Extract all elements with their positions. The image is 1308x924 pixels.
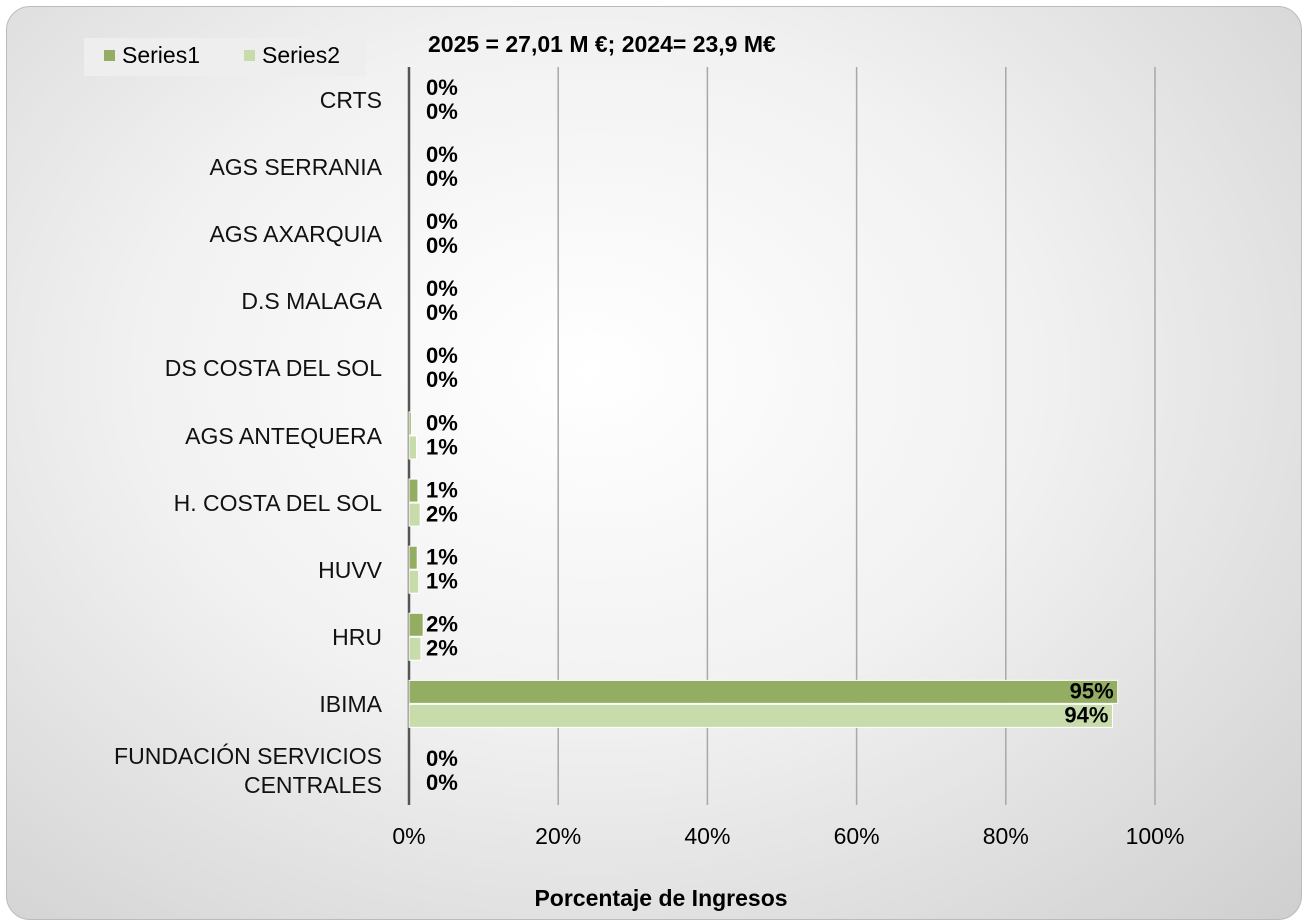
- data-label: 0%: [426, 75, 458, 100]
- y-tick-label: D.S MALAGA: [241, 288, 382, 315]
- x-tick-label: 100%: [1126, 823, 1185, 849]
- y-tick-label: IBIMA: [319, 690, 382, 717]
- chart-frame: [6, 6, 1302, 920]
- x-axis-title: Porcentaje de Ingresos: [534, 885, 787, 911]
- data-label: 0%: [426, 410, 458, 435]
- data-label: 0%: [426, 99, 458, 124]
- y-tick-label: AGS SERRANIA: [209, 154, 382, 181]
- data-label: 0%: [426, 300, 458, 325]
- y-tick-label: FUNDACIÓN SERVICIOS CENTRALES: [114, 743, 382, 799]
- data-label: 1%: [426, 477, 458, 502]
- legend-label: Series2: [262, 42, 340, 68]
- bar: [408, 569, 420, 594]
- bar: [408, 612, 424, 637]
- data-label: 0%: [426, 367, 458, 392]
- legend-box: [84, 38, 366, 76]
- data-label: 0%: [426, 770, 458, 795]
- data-label: 0%: [426, 142, 458, 167]
- y-tick-label: DS COSTA DEL SOL: [164, 355, 382, 382]
- y-tick-label: HRU: [332, 623, 382, 650]
- data-label: 95%: [1070, 679, 1114, 704]
- bar: [408, 679, 1119, 704]
- data-label: 0%: [426, 276, 458, 301]
- legend-swatch: [244, 50, 255, 61]
- y-tick-label: H. COSTA DEL SOL: [173, 489, 382, 516]
- bar: [408, 703, 1113, 728]
- y-tick-label: AGS AXARQUIA: [209, 221, 382, 248]
- y-tick-label: CRTS: [319, 87, 382, 114]
- x-tick-label: 0%: [392, 823, 425, 849]
- bar: [408, 435, 417, 460]
- data-label: 0%: [426, 746, 458, 771]
- data-label: 0%: [426, 233, 458, 258]
- x-tick-label: 80%: [983, 823, 1029, 849]
- data-label: 2%: [426, 636, 458, 661]
- bar: [408, 411, 412, 436]
- legend-swatch: [104, 50, 115, 61]
- bar: [408, 545, 418, 570]
- data-label: 2%: [426, 612, 458, 637]
- y-tick-label: AGS ANTEQUERA: [185, 422, 382, 449]
- data-label: 0%: [426, 166, 458, 191]
- data-label: 1%: [426, 434, 458, 459]
- x-tick-label: 40%: [684, 823, 730, 849]
- y-tick-label: HUVV: [318, 556, 382, 583]
- data-label: 1%: [426, 568, 458, 593]
- data-label: 2%: [426, 501, 458, 526]
- x-tick-label: 60%: [834, 823, 880, 849]
- bar: [408, 478, 419, 503]
- data-label: 0%: [426, 343, 458, 368]
- bar: [408, 636, 422, 661]
- bar: [408, 502, 421, 527]
- legend-label: Series1: [122, 42, 200, 68]
- data-label: 94%: [1064, 703, 1108, 728]
- chart-title: 2025 = 27,01 M €; 2024= 23,9 M€: [428, 31, 776, 57]
- x-tick-label: 20%: [535, 823, 581, 849]
- data-label: 1%: [426, 544, 458, 569]
- data-label: 0%: [426, 209, 458, 234]
